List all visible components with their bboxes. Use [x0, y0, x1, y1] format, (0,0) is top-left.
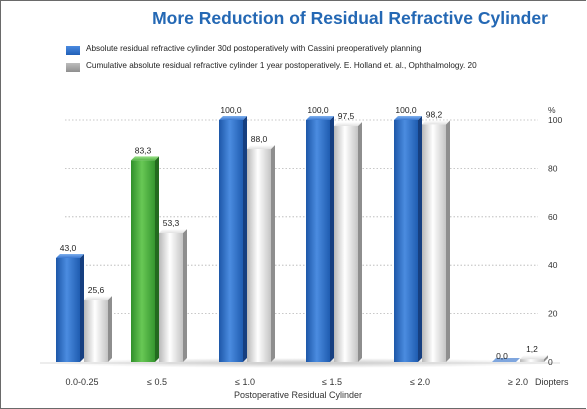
bar-cassini-5	[492, 358, 520, 362]
data-label: 98,2	[426, 109, 443, 119]
bar-side	[80, 253, 84, 362]
x-tick-label: ≤ 0.5	[147, 377, 167, 387]
data-label: 25,6	[88, 285, 105, 295]
bar-body	[131, 160, 155, 362]
bar-side	[271, 145, 275, 362]
y-tick-label: 100	[548, 115, 562, 125]
x-tick-label: ≥ 2.0	[508, 377, 528, 387]
bar-cassini-3	[306, 116, 334, 362]
data-label: 97,5	[338, 111, 355, 121]
x-tick-label: ≤ 1.0	[235, 377, 255, 387]
bar-cap	[334, 122, 362, 127]
bar-cap	[56, 253, 84, 258]
axes: 0 20 40 60 80 100% Diopters Postoperative Resid…	[65, 105, 569, 400]
bar-cap	[159, 229, 187, 234]
bar-cap	[131, 156, 159, 161]
data-label: 100,0	[220, 105, 242, 115]
data-labels: 43,0 25,6 83,3 53,3 100,0 88,0 100,0 97,5 100,0 9…	[60, 105, 538, 361]
bar-cap	[247, 145, 275, 150]
x-unit-label: Diopters	[535, 377, 569, 387]
x-axis-title: Postoperative Residual Cylinder	[234, 390, 362, 400]
bar-side	[418, 116, 422, 362]
bar-side	[155, 156, 159, 362]
data-label: 100,0	[395, 105, 417, 115]
data-label: 1,2	[526, 344, 538, 354]
bar-cap	[520, 355, 548, 360]
bar-body	[84, 300, 108, 362]
data-label: 83,3	[135, 145, 152, 155]
x-tick-label: ≤ 2.0	[410, 377, 430, 387]
bar-body	[159, 233, 183, 362]
data-label: 100,0	[307, 105, 329, 115]
bar-side	[108, 296, 112, 362]
bar-side	[330, 116, 334, 362]
baseline	[40, 358, 560, 368]
legend-label-cassini: Absolute residual refractive cylinder 30…	[86, 44, 422, 53]
bar-holland-5	[520, 355, 548, 362]
y-tick-label: 40	[548, 260, 558, 270]
bar-body	[520, 359, 544, 362]
bars	[56, 116, 548, 362]
legend-swatch-blue	[66, 46, 80, 55]
data-label: 0,0	[496, 351, 508, 361]
bar-holland-1	[159, 229, 187, 362]
bar-side	[544, 355, 548, 362]
data-label: 88,0	[251, 134, 268, 144]
bar-cassini-1	[131, 156, 159, 362]
bar-body	[219, 120, 243, 362]
bar-cap	[219, 116, 247, 120]
y-tick-label: 80	[548, 163, 558, 173]
bar-body	[306, 120, 330, 362]
bar-cassini-2	[219, 116, 247, 362]
bar-body	[422, 124, 446, 362]
bar-holland-4	[422, 120, 450, 362]
y-tick-label: 60	[548, 212, 558, 222]
bar-flat	[492, 358, 520, 362]
y-tick-label: 20	[548, 309, 558, 319]
bar-body	[56, 257, 80, 362]
bar-holland-2	[247, 145, 275, 362]
chart-title: More Reduction of Residual Refractive Cy…	[152, 8, 548, 28]
bar-cap	[422, 120, 450, 125]
bar-side	[446, 120, 450, 362]
bar-holland-0	[84, 296, 112, 362]
bar-holland-3	[334, 122, 362, 362]
bar-side	[243, 116, 247, 362]
bar-side	[358, 122, 362, 362]
bar-cap	[84, 296, 112, 301]
bar-body	[394, 120, 418, 362]
y-unit-label: %	[548, 105, 556, 115]
bar-side	[183, 229, 187, 362]
x-tick-label: ≤ 1.5	[322, 377, 342, 387]
data-label: 53,3	[163, 218, 180, 228]
bar-cassini-4	[394, 116, 422, 362]
data-label: 43,0	[60, 243, 77, 253]
bar-cassini-0	[56, 253, 84, 362]
bar-cap	[394, 116, 422, 120]
y-tick-label: 0	[548, 357, 553, 367]
bar-body	[334, 126, 358, 362]
bar-cap	[306, 116, 334, 120]
x-tick-label: 0.0-0.25	[65, 377, 98, 387]
bar-body	[247, 149, 271, 362]
legend-swatch-gray	[66, 63, 80, 72]
legend-label-holland: Cumulative absolute residual refractive …	[86, 61, 477, 70]
